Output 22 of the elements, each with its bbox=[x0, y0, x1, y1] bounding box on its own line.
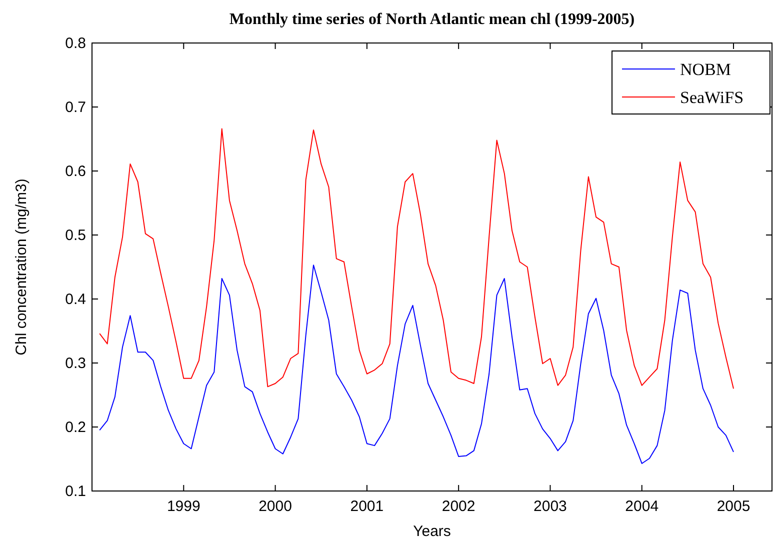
x-tick-label: 2005 bbox=[716, 498, 750, 515]
y-tick-label: 0.7 bbox=[65, 99, 86, 116]
y-tick-label: 0.2 bbox=[65, 419, 86, 436]
y-tick-label: 0.5 bbox=[65, 227, 86, 244]
y-tick-label: 0.3 bbox=[65, 355, 86, 372]
y-tick-label: 0.8 bbox=[65, 35, 86, 52]
x-tick-label: 2003 bbox=[534, 498, 567, 515]
x-axis-title: Years bbox=[413, 523, 451, 540]
y-tick-label: 0.4 bbox=[65, 291, 86, 308]
y-tick-label: 0.6 bbox=[65, 163, 86, 180]
x-tick-label: 1999 bbox=[166, 498, 200, 515]
x-tick-label: 2000 bbox=[258, 498, 292, 515]
legend-label: SeaWiFS bbox=[680, 88, 744, 107]
chart-title: Monthly time series of North Atlantic mean chl (1999-2005) bbox=[229, 11, 635, 28]
x-tick-label: 2002 bbox=[442, 498, 476, 515]
y-tick-label: 0.1 bbox=[65, 483, 86, 500]
y-axis-title: Chl concentration (mg/m3) bbox=[13, 178, 30, 356]
line-series bbox=[99, 264, 734, 464]
line-series bbox=[99, 128, 734, 390]
x-tick-label: 2001 bbox=[350, 498, 384, 515]
x-tick-label: 2004 bbox=[625, 498, 659, 515]
legend-label: NOBM bbox=[680, 60, 732, 79]
